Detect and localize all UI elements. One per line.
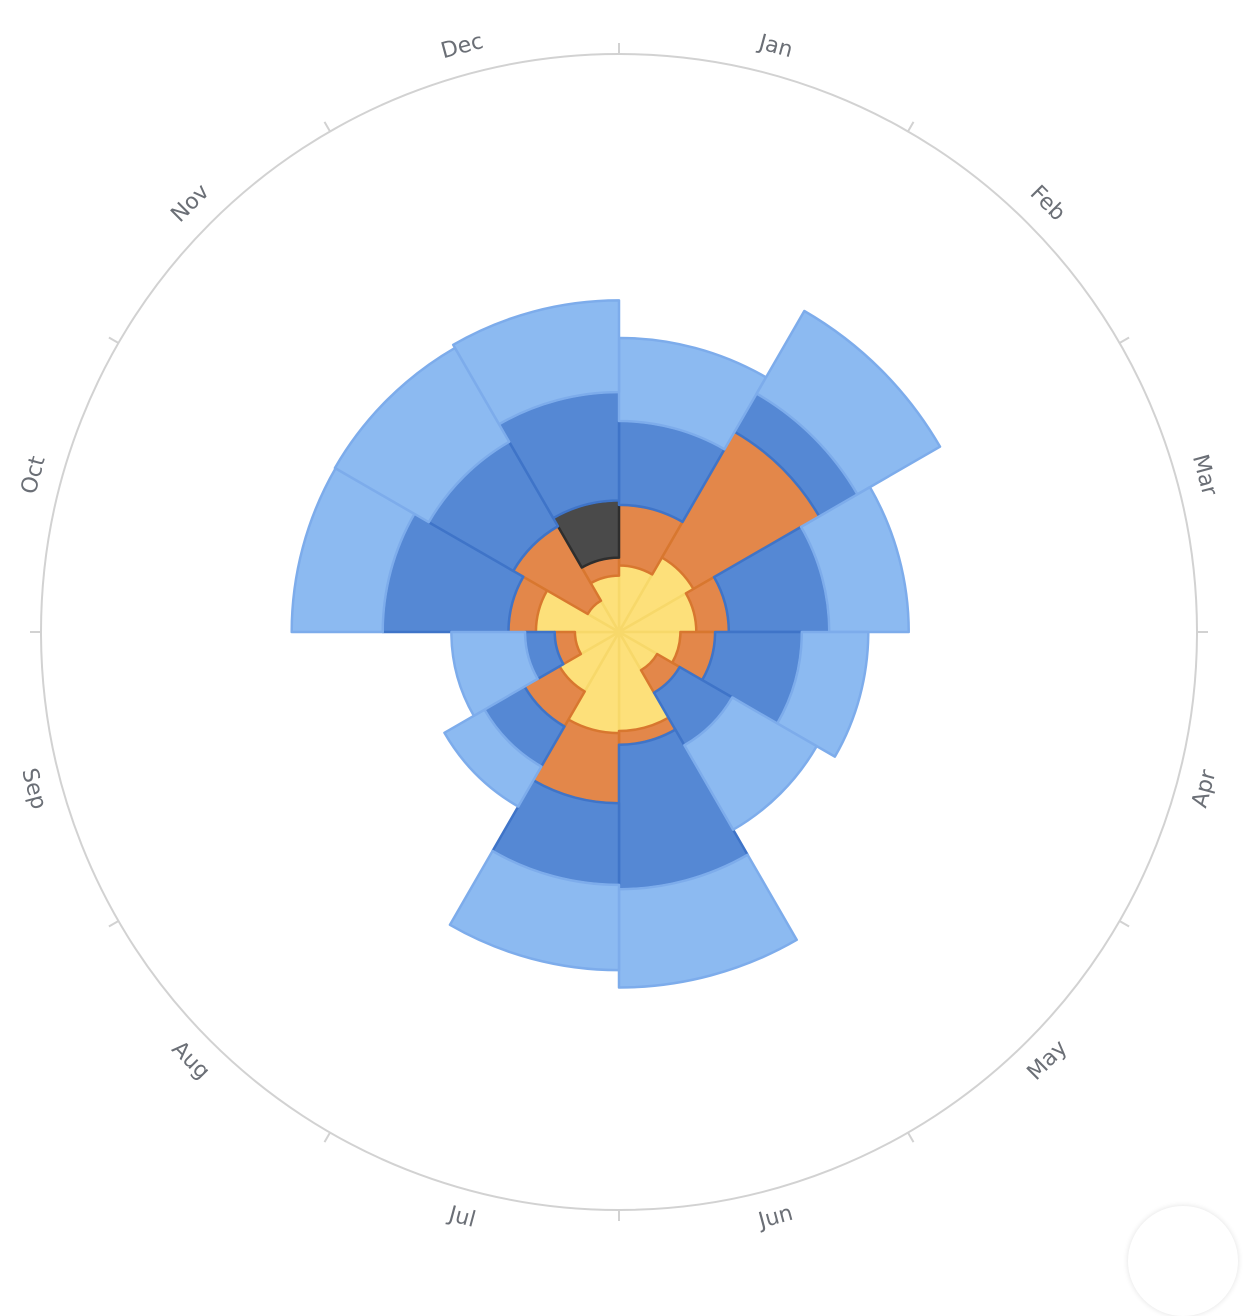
axis-tick	[1119, 336, 1130, 344]
bar-segment-dec-s4[interactable]	[451, 299, 621, 426]
polar-axis	[30, 43, 1208, 1221]
series-1	[507, 430, 821, 805]
category-label-dec: Dec	[438, 29, 486, 64]
category-label-nov: Nov	[166, 179, 214, 227]
corner-button[interactable]	[1128, 1206, 1238, 1316]
bar-segment-sep-s4[interactable]	[450, 630, 539, 718]
category-label-apr: Apr	[1187, 766, 1221, 810]
polar-bar-chart: Jan Feb Mar Apr May Jun Jul Aug Sep Oct Nov Dec	[16, 29, 1222, 1235]
category-label-may: May	[1023, 1036, 1073, 1086]
category-label-sep: Sep	[16, 766, 51, 813]
axis-tick	[108, 920, 119, 928]
category-label-jun: Jun	[754, 1201, 796, 1235]
bar-segment-aug-s4[interactable]	[443, 708, 543, 808]
category-label-aug: Aug	[166, 1036, 214, 1084]
axis-tick	[1119, 920, 1130, 928]
category-label-feb: Feb	[1025, 181, 1070, 226]
category-label-jan: Jan	[754, 30, 795, 63]
bar-segment-jul-s4[interactable]	[448, 849, 621, 972]
axis-tick	[907, 121, 915, 132]
category-label-jul: Jul	[444, 1201, 478, 1233]
bar-segment-may-s4[interactable]	[683, 696, 818, 831]
axis-tick	[323, 1132, 331, 1143]
bar-segment-jan-s4[interactable]	[617, 336, 768, 451]
bar-segments	[290, 299, 942, 989]
bar-segment-feb-s4[interactable]	[755, 309, 942, 496]
axis-tick	[907, 1132, 915, 1143]
category-label-oct: Oct	[17, 453, 51, 497]
series-0	[534, 556, 698, 735]
category-label-mar: Mar	[1187, 452, 1222, 499]
axis-tick	[323, 121, 331, 132]
axis-tick	[108, 336, 119, 344]
series-4	[290, 299, 942, 989]
